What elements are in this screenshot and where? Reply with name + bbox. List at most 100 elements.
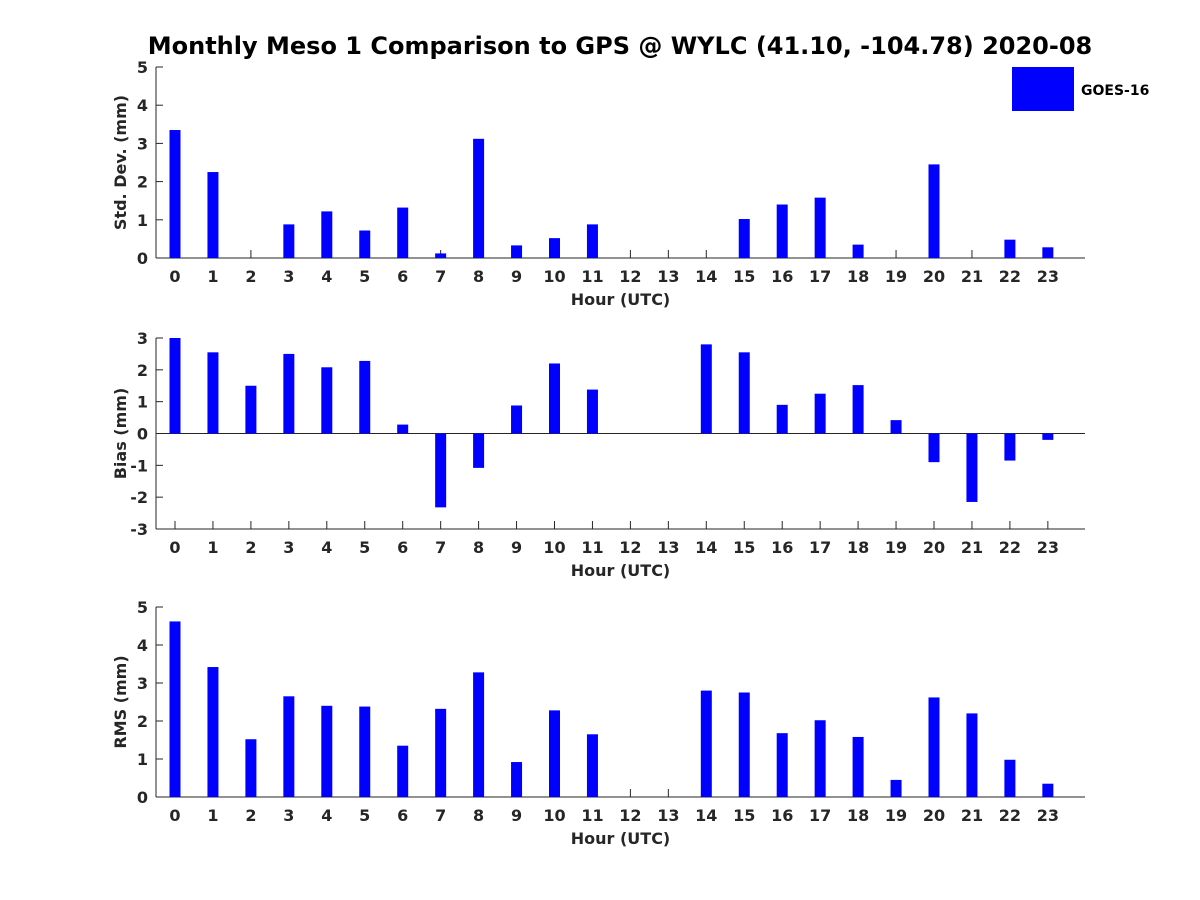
y-tick-label: 3 xyxy=(137,674,148,693)
legend: GOES-16 xyxy=(1012,67,1149,111)
bar xyxy=(1042,247,1054,258)
bar xyxy=(321,211,333,258)
y-tick-label: 2 xyxy=(137,361,148,380)
y-tick-label: 4 xyxy=(137,636,148,655)
bar xyxy=(549,363,560,434)
y-tick-label: 3 xyxy=(137,134,148,153)
x-tick-label: 23 xyxy=(1037,806,1059,825)
y-axis-label: Std. Dev. (mm) xyxy=(111,95,130,230)
y-tick-label: 4 xyxy=(137,96,148,115)
bar xyxy=(776,204,788,258)
bar xyxy=(1004,759,1016,797)
bar xyxy=(700,690,712,797)
x-tick-label: 0 xyxy=(169,806,180,825)
x-tick-label: 7 xyxy=(435,538,446,557)
bar xyxy=(397,745,409,797)
x-tick-label: 20 xyxy=(923,267,945,286)
bar xyxy=(473,138,485,258)
x-tick-label: 16 xyxy=(771,267,793,286)
bar xyxy=(738,352,750,434)
x-tick-label: 5 xyxy=(359,538,370,557)
legend-swatch xyxy=(1012,67,1074,111)
x-tick-label: 15 xyxy=(733,267,755,286)
bar xyxy=(321,367,333,434)
legend-label: GOES-16 xyxy=(1081,83,1149,99)
x-tick-label: 8 xyxy=(473,806,484,825)
x-tick-label: 11 xyxy=(581,538,603,557)
bar xyxy=(397,207,409,258)
x-tick-label: 17 xyxy=(809,806,831,825)
bar xyxy=(169,130,181,258)
x-tick-label: 12 xyxy=(619,806,641,825)
x-axis-label: Hour (UTC) xyxy=(571,561,671,580)
x-tick-label: 6 xyxy=(397,806,408,825)
x-tick-label: 11 xyxy=(581,267,603,286)
y-tick-label: 0 xyxy=(137,788,148,807)
bar xyxy=(169,621,181,797)
y-tick-label: -3 xyxy=(130,520,148,539)
x-tick-label: 14 xyxy=(695,267,717,286)
x-tick-label: 16 xyxy=(771,806,793,825)
x-tick-label: 14 xyxy=(695,538,717,557)
bar xyxy=(397,424,409,434)
bar xyxy=(738,692,750,797)
x-tick-label: 2 xyxy=(245,538,256,557)
bar xyxy=(473,433,485,468)
x-tick-label: 18 xyxy=(847,267,869,286)
x-tick-label: 13 xyxy=(657,267,679,286)
y-tick-label: -2 xyxy=(130,488,148,507)
x-tick-label: 22 xyxy=(999,538,1021,557)
y-tick-label: 5 xyxy=(137,598,148,617)
bar xyxy=(511,245,523,258)
x-tick-label: 18 xyxy=(847,806,869,825)
y-tick-label: 1 xyxy=(137,211,148,230)
bar xyxy=(549,238,560,258)
bar xyxy=(359,360,371,434)
bar xyxy=(738,219,750,258)
bar xyxy=(700,344,712,434)
y-axis-label: RMS (mm) xyxy=(111,655,130,748)
x-tick-label: 9 xyxy=(511,538,522,557)
bar xyxy=(359,230,371,258)
x-tick-label: 8 xyxy=(473,267,484,286)
x-tick-label: 13 xyxy=(657,538,679,557)
bar xyxy=(207,352,219,434)
x-tick-label: 6 xyxy=(397,538,408,557)
bar xyxy=(1004,433,1016,461)
bar xyxy=(511,405,523,434)
x-tick-label: 16 xyxy=(771,538,793,557)
bar xyxy=(814,720,826,797)
x-tick-label: 11 xyxy=(581,806,603,825)
x-tick-label: 3 xyxy=(283,806,294,825)
x-tick-label: 0 xyxy=(169,538,180,557)
bar xyxy=(890,779,902,797)
x-tick-label: 17 xyxy=(809,538,831,557)
x-tick-label: 4 xyxy=(321,806,332,825)
bar xyxy=(283,224,295,258)
bar xyxy=(207,667,219,797)
bar xyxy=(207,172,219,258)
x-tick-label: 13 xyxy=(657,806,679,825)
bar xyxy=(435,433,447,508)
x-tick-label: 21 xyxy=(961,538,983,557)
y-axis-label: Bias (mm) xyxy=(111,388,130,480)
x-tick-label: 4 xyxy=(321,538,332,557)
x-tick-label: 23 xyxy=(1037,267,1059,286)
y-tick-label: 0 xyxy=(137,425,148,444)
bar xyxy=(283,353,295,434)
x-tick-label: 10 xyxy=(543,806,565,825)
x-tick-label: 0 xyxy=(169,267,180,286)
x-tick-label: 10 xyxy=(543,538,565,557)
x-tick-label: 6 xyxy=(397,267,408,286)
x-tick-label: 10 xyxy=(543,267,565,286)
bar xyxy=(169,338,181,434)
x-tick-label: 14 xyxy=(695,806,717,825)
x-tick-label: 15 xyxy=(733,806,755,825)
bar xyxy=(852,736,864,797)
bar xyxy=(1042,783,1054,797)
y-tick-label: 1 xyxy=(137,393,148,412)
x-tick-label: 3 xyxy=(283,538,294,557)
